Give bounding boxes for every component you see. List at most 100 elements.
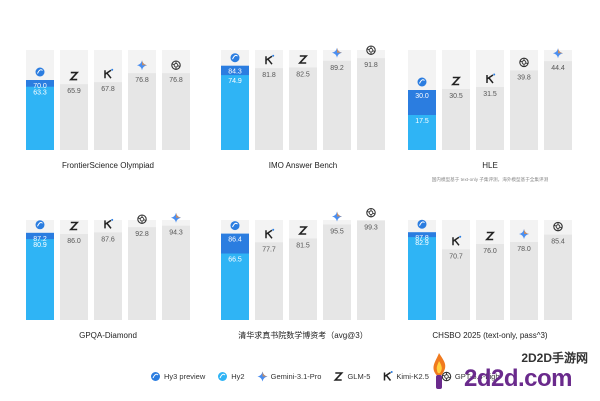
openai-knot-icon xyxy=(441,371,452,381)
kimi-k-glyph xyxy=(384,370,394,381)
bar-gemini-3.1-pro xyxy=(323,60,351,150)
bar-kimi-k2.5 xyxy=(442,249,470,320)
kimi-k2.5-icon xyxy=(452,235,462,246)
chart-title: CHSBO 2025 (text-only, pass^3) xyxy=(432,331,548,340)
bar-kimi-k2.5 xyxy=(476,87,504,150)
value-label-glm-5: 82.5 xyxy=(296,72,310,79)
value-label-glm-5: 86.0 xyxy=(67,238,81,245)
glm-z-glyph xyxy=(333,371,344,381)
value-label-hy2: 74.9 xyxy=(228,78,242,85)
value-label-hy3: 87.2 xyxy=(33,236,47,243)
bar-hy2 xyxy=(26,239,54,320)
chart-title: GPQA-Diamond xyxy=(79,331,137,340)
bar-kimi-k2.5 xyxy=(255,242,283,320)
value-label-gpt: 92.8 xyxy=(135,231,149,238)
bar-glm-5 xyxy=(289,67,317,150)
bar-gemini-3.1-pro xyxy=(128,73,156,150)
legend-label: Gemini-3.1-Pro xyxy=(270,371,322,381)
bar-gpt xyxy=(128,227,156,320)
glm-5-icon xyxy=(297,226,309,235)
legend-label: Hy3 preview xyxy=(164,371,206,381)
bar-gemini-3.1-pro xyxy=(544,61,572,151)
gemini-3.1-pro-icon xyxy=(332,211,342,222)
gpt-icon xyxy=(366,45,376,55)
hy3-dot-icon xyxy=(151,371,160,381)
gemini-3.1-pro-icon xyxy=(332,47,342,58)
bar-glm-5 xyxy=(60,234,88,320)
value-label-kimi-k2.5: 70.7 xyxy=(449,253,463,260)
hy2-dot-icon xyxy=(218,371,228,381)
value-label-kimi-k2.5: 87.6 xyxy=(101,236,115,243)
gpt-icon xyxy=(366,207,376,218)
legend-label: GPT-5.4-high xyxy=(454,371,500,381)
bar-gemini-3.1-pro xyxy=(323,224,351,320)
value-label-glm-5: 30.5 xyxy=(449,93,463,100)
legend-label: Hy2 xyxy=(231,371,245,381)
kimi-k2.5-icon xyxy=(265,228,275,239)
bar-gpt xyxy=(544,234,572,320)
bar-hy2 xyxy=(221,253,249,320)
chart-panel-4: 87.280.9 86.0 87.6 92.8 94.3 GPQA-Diamond xyxy=(26,212,190,340)
gpt-icon xyxy=(519,57,529,68)
value-label-kimi-k2.5: 81.8 xyxy=(262,72,276,79)
value-label-gemini-3.1-pro: 94.3 xyxy=(169,230,183,237)
legend-item: GPT-5.4-high xyxy=(441,371,500,382)
value-label-gpt: 39.8 xyxy=(517,74,531,81)
gemini-3.1-pro-icon xyxy=(171,212,181,223)
gemini-star-glyph xyxy=(257,371,268,381)
glm-5-icon xyxy=(68,221,80,231)
bar-kimi-k2.5 xyxy=(94,82,122,150)
bar-gpt xyxy=(357,220,385,320)
glm-5-icon xyxy=(450,76,462,86)
value-label-hy2: 17.5 xyxy=(415,118,429,125)
kimi-k2.5-icon xyxy=(104,68,114,79)
bar-gemini-3.1-pro xyxy=(510,242,538,320)
glm-5-icon xyxy=(68,71,80,81)
value-label-hy2: 82.9 xyxy=(415,240,429,247)
legend-label: GLM-5 xyxy=(347,371,371,381)
chart-title: HLE xyxy=(482,161,498,170)
hy3-hy2-icon xyxy=(35,67,45,77)
bar-hy2 xyxy=(408,237,436,320)
kimi-k2.5-icon xyxy=(265,54,275,65)
hy3-dot-glyph xyxy=(151,371,160,381)
bar-gemini-3.1-pro xyxy=(162,225,190,320)
value-label-hy3: 30.0 xyxy=(415,93,429,100)
openai-knot-glyph xyxy=(441,371,452,381)
legend-item: Hy2 xyxy=(217,371,245,382)
value-label-hy2: 63.3 xyxy=(33,90,47,97)
hy3-hy2-icon xyxy=(417,77,427,87)
gpt-icon xyxy=(553,221,563,232)
value-label-gpt: 91.8 xyxy=(364,62,378,69)
kimi-k-icon xyxy=(384,370,394,381)
glm-5-icon xyxy=(484,231,496,241)
bar-glm-5 xyxy=(476,244,504,320)
gpt-icon xyxy=(171,60,181,70)
watermark-bottom: 2d2d.com xyxy=(463,365,573,392)
chart-title: FrontierScience Olympiad xyxy=(62,161,154,170)
chart-panel-2: 84.3 74.9 81.8 82.5 89.2 91.8 IMO Answer Bench xyxy=(221,45,385,170)
hy3-hy2-icon xyxy=(417,219,427,229)
value-label-gemini-3.1-pro: 89.2 xyxy=(330,65,344,72)
value-label-kimi-k2.5: 31.5 xyxy=(483,91,497,98)
value-label-kimi-k2.5: 67.8 xyxy=(101,86,115,93)
legend-item: GLM-5 xyxy=(333,371,370,382)
bar-kimi-k2.5 xyxy=(94,232,122,320)
chart-panel-3: 30.0 17.5 30.5 31.5 39.8 44.4 HLE 国内模型基于 text-o… xyxy=(408,48,572,183)
bar-glm-5 xyxy=(442,89,470,150)
glm-5-icon xyxy=(297,55,309,64)
value-label-hy3: 87.8 xyxy=(415,235,429,242)
watermark: 2D2D手游网 2d2d.com xyxy=(422,349,592,397)
hy3-hy2-icon xyxy=(230,221,240,231)
bar-gpt xyxy=(162,73,190,150)
value-label-gemini-3.1-pro: 44.4 xyxy=(551,65,565,72)
bar-hy2 xyxy=(408,115,436,150)
bar-gpt xyxy=(357,58,385,151)
gpt-icon xyxy=(137,214,147,224)
legend-label: Kimi-K2.5 xyxy=(396,371,429,381)
bar-hy2 xyxy=(26,86,54,150)
value-label-hy3: 86.4 xyxy=(228,237,242,244)
value-label-gemini-3.1-pro: 95.5 xyxy=(330,229,344,236)
value-label-hy2: 80.9 xyxy=(33,242,47,249)
